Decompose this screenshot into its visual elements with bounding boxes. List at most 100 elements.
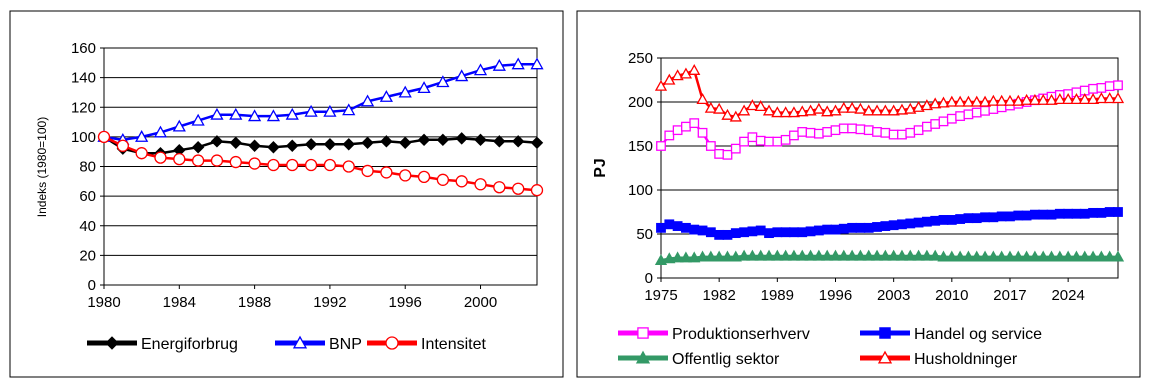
data-point [715,231,724,240]
data-point [806,227,815,236]
data-point [494,182,505,193]
data-point [362,165,373,176]
x-tick-label: 1980 [87,294,120,311]
y-tick-label: 150 [628,138,653,155]
data-point [690,119,699,128]
data-point [117,140,128,151]
data-point [732,144,741,153]
data-point [931,120,940,129]
data-point [324,160,335,171]
data-point [1039,210,1048,219]
legend-label: Intensitet [421,336,486,353]
data-point [906,129,915,138]
data-point [1056,210,1065,219]
data-point [230,157,241,168]
data-point [923,122,932,131]
data-point [765,137,774,146]
data-point [1031,210,1040,219]
data-point [682,224,691,233]
x-tick-label: 1984 [163,294,196,311]
x-tick-label: 2017 [993,287,1026,304]
data-point [948,114,957,123]
y-tick-label: 120 [71,99,96,116]
data-point [1114,208,1123,217]
data-point [864,224,873,233]
legend-marker [386,337,398,349]
data-point [400,170,411,181]
y-tick-label: 100 [628,182,653,199]
y-tick-label: 20 [79,247,96,264]
data-point [881,222,890,231]
legend-label: BNP [329,336,362,353]
legend-marker [880,328,890,338]
data-point [906,219,915,228]
data-point [136,148,147,159]
data-point [665,220,674,229]
data-point [732,229,741,238]
data-point [806,129,815,138]
data-point [790,228,799,237]
data-point [831,126,840,135]
data-point [756,136,765,145]
data-point [948,216,957,225]
data-point [1105,82,1114,91]
data-point [99,131,110,142]
data-point [698,226,707,235]
data-point [1014,211,1023,220]
y-tick-label: 200 [628,94,653,111]
data-point [513,183,524,194]
data-point [1064,210,1073,219]
x-tick-label: 1996 [819,287,852,304]
x-tick-label: 2003 [877,287,910,304]
data-point [831,225,840,234]
x-tick-label: 1992 [313,294,346,311]
data-point [740,228,749,237]
data-point [707,142,716,151]
data-point [707,228,716,237]
data-point [475,179,486,190]
data-point [981,213,990,222]
chart2-plot-area [661,58,1118,278]
y-tick-label: 60 [79,188,96,205]
data-point [997,212,1006,221]
data-point [798,228,807,237]
data-point [815,129,824,138]
data-point [682,122,691,131]
data-point [873,223,882,232]
data-point [848,224,857,233]
y-tick-label: 40 [79,218,96,235]
y-tick-label: 0 [88,277,96,294]
data-point [939,216,948,225]
data-point [723,151,732,160]
y-tick-label: 100 [71,129,96,146]
x-tick-label: 1988 [238,294,271,311]
data-point [723,231,732,240]
data-point [740,137,749,146]
data-point [756,226,765,235]
data-point [419,171,430,182]
chart2-y-axis-label: PJ [592,158,609,178]
data-point [437,174,448,185]
data-point [840,224,849,233]
data-point [956,112,965,121]
data-point [343,161,354,172]
y-tick-label: 0 [645,270,653,287]
data-point [981,107,990,116]
y-tick-label: 250 [628,50,653,67]
data-point [1097,209,1106,218]
data-point [748,227,757,236]
data-point [1097,84,1106,93]
data-point [1089,85,1098,94]
data-point [864,126,873,135]
data-point [781,228,790,237]
data-point [914,218,923,227]
data-point [923,217,932,226]
data-point [898,220,907,229]
data-point [174,154,185,165]
data-point [1006,212,1015,221]
data-point [698,129,707,138]
x-tick-label: 1996 [389,294,422,311]
data-point [823,128,832,137]
x-tick-label: 1982 [702,287,735,304]
